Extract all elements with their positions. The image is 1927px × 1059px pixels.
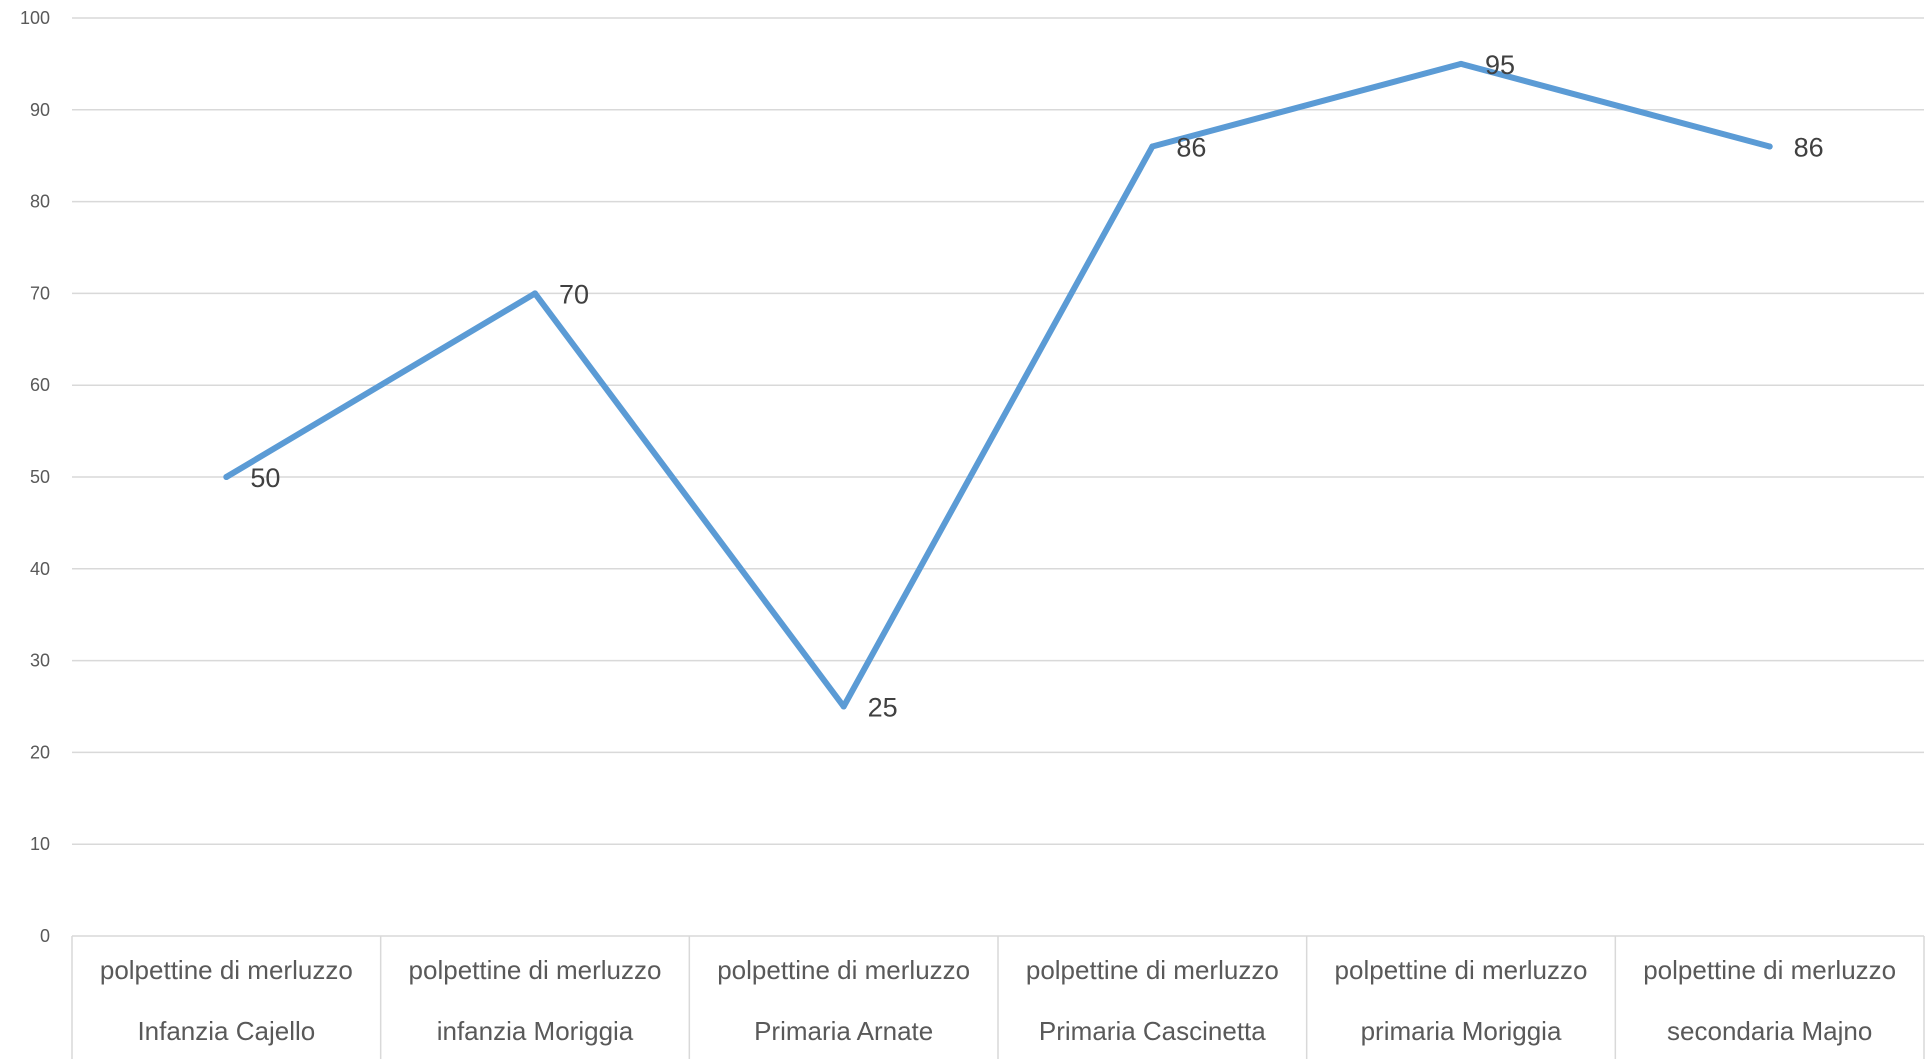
x-category-label-line2: Infanzia Cajello [137, 1016, 315, 1046]
x-category-label-line2: Primaria Cascinetta [1039, 1016, 1266, 1046]
y-tick-label: 10 [30, 834, 50, 854]
x-axis: polpettine di merluzzo Infanzia Cajello po… [71, 935, 1925, 1059]
x-category-label-line1: polpettine di merluzzo [100, 955, 353, 985]
y-tick-label: 40 [30, 559, 50, 579]
y-tick-label: 90 [30, 100, 50, 120]
series [223, 60, 1773, 710]
y-tick-label: 100 [20, 8, 50, 28]
data-point [223, 474, 230, 480]
series-line [223, 60, 1773, 710]
x-category-label-line1: polpettine di merluzzo [717, 955, 970, 985]
y-tick-label: 0 [40, 926, 50, 946]
data-label: 50 [250, 463, 280, 493]
data-point [1458, 60, 1464, 67]
y-tick-label: 30 [30, 651, 50, 671]
data-point [1766, 143, 1773, 150]
y-tick-label: 50 [30, 467, 50, 487]
x-category-label-line2: secondaria Majno [1667, 1016, 1872, 1046]
y-tick-label: 20 [30, 742, 50, 762]
x-category-label-line2: Primaria Arnate [754, 1016, 933, 1046]
data-point [532, 290, 538, 297]
data-point [840, 703, 847, 710]
data-label: 25 [868, 693, 898, 723]
data-point [1149, 143, 1156, 150]
data-label: 86 [1794, 133, 1824, 163]
x-category-label-line1: polpettine di merluzzo [1643, 955, 1896, 985]
x-category-label-line1: polpettine di merluzzo [1335, 955, 1588, 985]
x-category-label-line1: polpettine di merluzzo [409, 955, 662, 985]
x-category-label-line2: infanzia Moriggia [437, 1016, 634, 1046]
y-tick-label: 70 [30, 283, 50, 303]
y-tick-label: 60 [30, 375, 50, 395]
data-label: 70 [559, 279, 589, 309]
y-tick-label: 80 [30, 192, 50, 212]
data-labels: 50 70 25 86 95 86 [250, 50, 1823, 723]
x-category-label-line2: primaria Moriggia [1361, 1016, 1562, 1046]
data-label: 95 [1485, 50, 1515, 80]
y-axis: 0 10 20 30 40 50 60 70 80 90 100 [20, 8, 50, 946]
x-category-label-line1: polpettine di merluzzo [1026, 955, 1279, 985]
data-label: 86 [1176, 133, 1206, 163]
